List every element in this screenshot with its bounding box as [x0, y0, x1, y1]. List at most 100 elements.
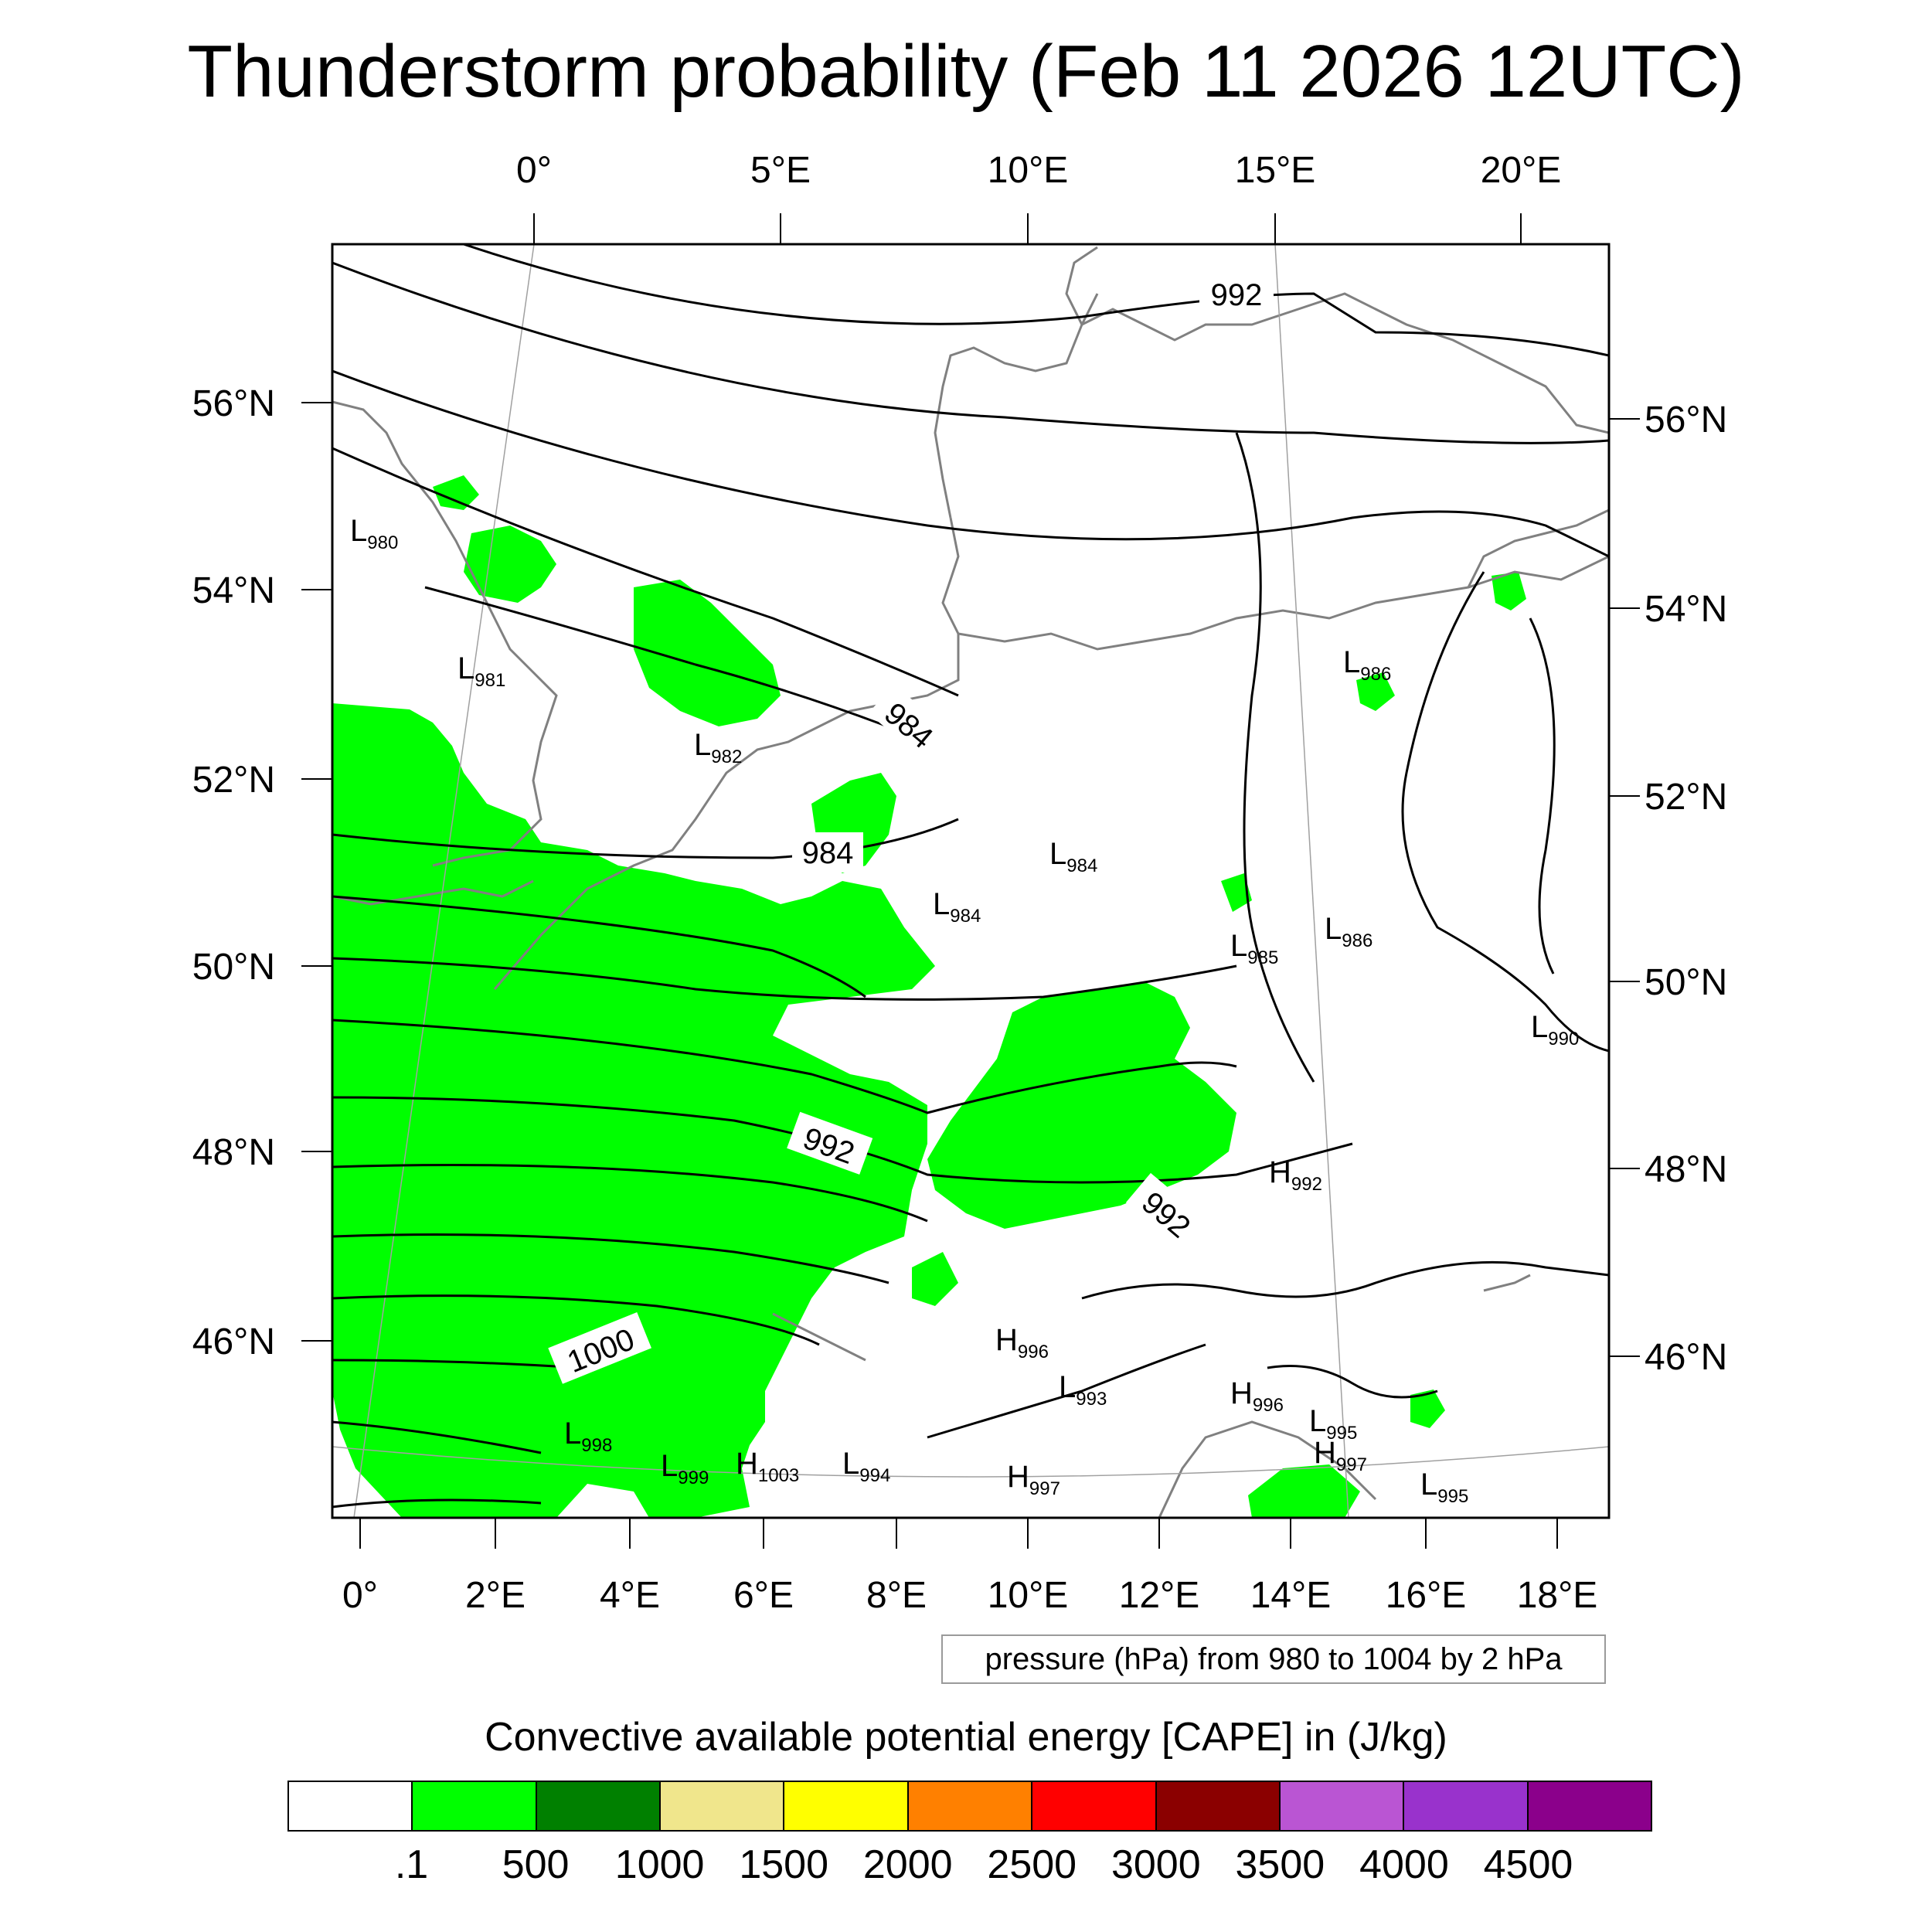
pressure-center: L999 — [661, 1449, 709, 1488]
pressure-center: L985 — [1230, 929, 1278, 968]
lake-balaton — [1483, 1274, 1531, 1292]
coast-britain-south — [332, 879, 534, 906]
coastlines — [332, 246, 1609, 1518]
pressure-center: L980 — [350, 514, 398, 553]
isobar-i — [332, 1420, 542, 1454]
top-lon-label: 15°E — [1235, 150, 1316, 191]
top-lon-label: 0° — [516, 150, 552, 191]
colorbar-cell — [1280, 1782, 1405, 1830]
isobar-east-1 — [1235, 432, 1315, 1083]
map-title: Thunderstorm probability (Feb 11 2026 12… — [187, 30, 1745, 113]
bottom-lon-label: 0° — [342, 1575, 378, 1616]
contour-info-box: pressure (hPa) from 980 to 1004 by 2 hPa — [941, 1634, 1606, 1684]
isobar-south-2 — [927, 1343, 1206, 1439]
pressure-center: L981 — [457, 651, 505, 691]
isobar-label: 984 — [802, 836, 854, 870]
colorbar-cell — [413, 1782, 537, 1830]
colorbar-cell — [536, 1782, 662, 1830]
cape-shading — [332, 475, 1526, 1518]
colorbar-label: 3500 — [1235, 1842, 1325, 1887]
pressure-center: H992 — [1269, 1155, 1322, 1195]
isobar-e — [332, 1019, 1237, 1114]
bottom-lon-label: 18°E — [1517, 1575, 1598, 1616]
colorbar-label: 3000 — [1111, 1842, 1201, 1887]
pressure-center: H1003 — [736, 1447, 799, 1486]
coast-baltic — [957, 555, 1609, 651]
tick-marks — [301, 213, 1640, 1549]
colorbar — [287, 1781, 1652, 1832]
bottom-lon-label: 16°E — [1386, 1575, 1467, 1616]
isobar-d — [332, 957, 1237, 1001]
coast-baltic-east — [1467, 509, 1609, 588]
cape-region-cz — [1221, 873, 1252, 912]
plot-frame — [331, 243, 1611, 1519]
pressure-center: L984 — [1049, 837, 1097, 876]
colorbar-cell — [289, 1782, 413, 1830]
bottom-lon-labels: 0° 2°E 4°E 6°E 8°E 10°E 12°E 14°E 16°E 1… — [342, 1575, 1597, 1616]
right-lat-label: 52°N — [1645, 777, 1727, 818]
bottom-lon-label: 4°E — [600, 1575, 660, 1616]
colorbar-cell — [1156, 1782, 1281, 1830]
right-lat-label: 48°N — [1645, 1149, 1727, 1190]
colorbar-label: 500 — [502, 1842, 570, 1887]
colorbar-labels: .1 500 1000 1500 2000 2500 3000 3500 400… — [287, 1842, 1652, 1888]
right-lat-label: 46°N — [1645, 1337, 1727, 1378]
isobar-north-3 — [332, 369, 1609, 558]
isobar-east-2 — [1401, 571, 1609, 1053]
isobar-f — [332, 1164, 928, 1223]
isobar-1000 — [332, 1359, 580, 1369]
isobar-south-1 — [1081, 1260, 1609, 1300]
left-lat-labels: 56°N 54°N 52°N 50°N 48°N 46°N — [192, 383, 275, 1362]
colorbar-label: .1 — [394, 1842, 429, 1887]
pressure-center: L986 — [1325, 912, 1372, 951]
bottom-lon-label: 10°E — [988, 1575, 1069, 1616]
cape-region-se — [1248, 1464, 1360, 1518]
bottom-lon-label: 12°E — [1119, 1575, 1200, 1616]
right-lat-label: 56°N — [1645, 400, 1727, 440]
pressure-center: L986 — [1343, 645, 1391, 685]
top-lon-label: 20°E — [1481, 150, 1562, 191]
coast-adriatic — [1158, 1420, 1377, 1518]
colorbar-label: 1000 — [614, 1842, 705, 1887]
cape-region-north2 — [634, 580, 781, 726]
isobar-g — [332, 1233, 889, 1284]
graticule — [332, 244, 1609, 1518]
cape-region-pl — [1356, 672, 1395, 711]
cape-region-lt — [1492, 572, 1526, 611]
right-lat-label: 54°N — [1645, 589, 1727, 630]
pressure-center: L984 — [933, 887, 981, 927]
coast-continent — [493, 517, 960, 990]
coast-norway — [1065, 246, 1098, 325]
cape-region-central — [927, 981, 1236, 1229]
colorbar-label: 4500 — [1483, 1842, 1573, 1887]
left-lat-label: 48°N — [192, 1132, 275, 1173]
pressure-center: H996 — [995, 1323, 1049, 1362]
isobar-label: 992 — [1211, 278, 1263, 312]
colorbar-label: 1500 — [739, 1842, 829, 1887]
isobar-north-2 — [332, 261, 1609, 444]
left-lat-label: 56°N — [192, 383, 275, 424]
coast-med — [772, 1312, 866, 1362]
cape-region-south — [912, 1252, 958, 1306]
isobar-south-3 — [1267, 1365, 1438, 1399]
cape-region-north3 — [433, 475, 479, 510]
left-lat-label: 50°N — [192, 947, 275, 988]
isobar-j — [332, 1498, 542, 1509]
colorbar-label: 2500 — [987, 1842, 1077, 1887]
isobar-north-4 — [332, 447, 959, 697]
pressure-center: L998 — [564, 1417, 612, 1456]
coast-britain-east — [332, 400, 558, 867]
left-lat-label: 46°N — [192, 1321, 275, 1362]
isobar-984-a — [424, 586, 928, 743]
pressure-center: L994 — [842, 1447, 890, 1486]
left-lat-label: 54°N — [192, 570, 275, 611]
bottom-lon-label: 2°E — [465, 1575, 526, 1616]
colorbar-cell — [1528, 1782, 1651, 1830]
isobar-984-b — [332, 818, 959, 859]
coast-jutland — [934, 293, 1099, 519]
isobar-east-3 — [1529, 617, 1556, 975]
colorbar-cell — [908, 1782, 1033, 1830]
colorbar-cell — [1032, 1782, 1157, 1830]
pressure-center: H997 — [1314, 1436, 1367, 1475]
colorbar-label: 4000 — [1359, 1842, 1449, 1887]
